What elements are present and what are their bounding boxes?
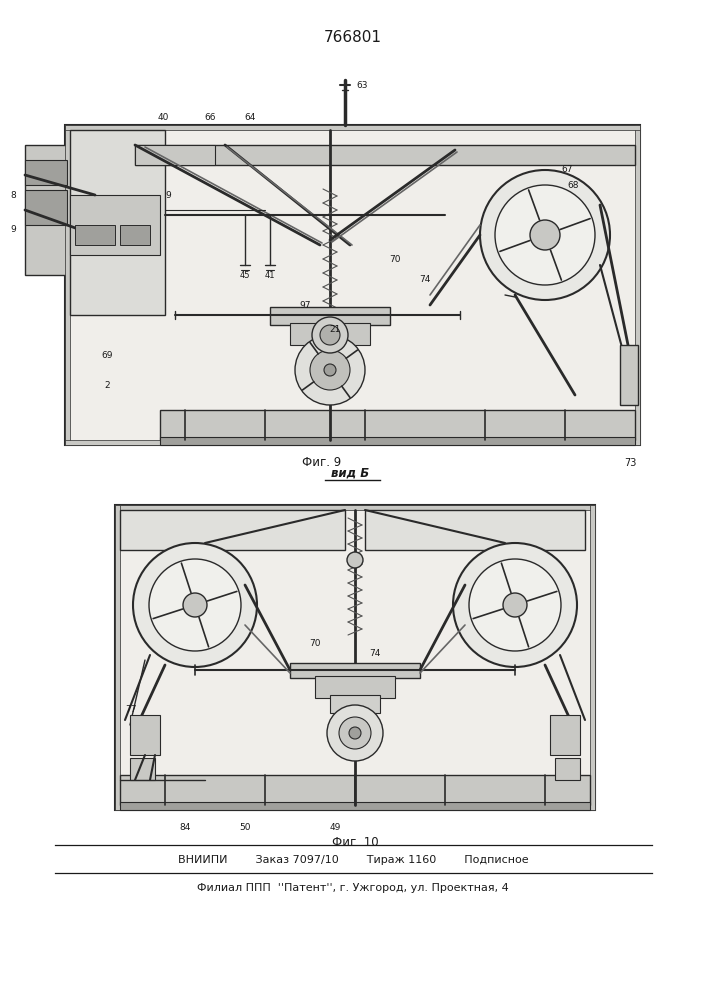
- Bar: [160, 410, 635, 440]
- Circle shape: [312, 317, 348, 353]
- Text: 67: 67: [561, 165, 573, 174]
- Circle shape: [320, 325, 340, 345]
- Bar: [25, 190, 67, 225]
- Bar: [620, 345, 638, 405]
- Text: 74: 74: [419, 275, 431, 284]
- Bar: [635, 125, 640, 445]
- Text: 77: 77: [125, 706, 136, 714]
- Text: вид Б: вид Б: [331, 466, 369, 480]
- Circle shape: [347, 552, 363, 568]
- Bar: [135, 145, 635, 165]
- Bar: [70, 195, 160, 255]
- Text: ВНИИПИ        Заказ 7097/10        Тираж 1160        Подписное: ВНИИПИ Заказ 7097/10 Тираж 1160 Подписно…: [177, 855, 528, 865]
- Bar: [120, 802, 590, 810]
- Text: 69: 69: [101, 351, 112, 360]
- Bar: [315, 676, 395, 698]
- Text: 63: 63: [356, 81, 368, 90]
- Text: Филиал ППП  ''Патент'', г. Ужгород, ул. Проектная, 4: Филиал ППП ''Патент'', г. Ужгород, ул. П…: [197, 883, 509, 893]
- Circle shape: [149, 559, 241, 651]
- Text: 74: 74: [369, 648, 380, 658]
- Bar: [65, 125, 70, 445]
- Text: 21: 21: [329, 326, 341, 334]
- Text: 64: 64: [245, 112, 256, 121]
- Text: 9: 9: [10, 226, 16, 234]
- Bar: [115, 805, 595, 810]
- Text: Фиг. 10: Фиг. 10: [332, 836, 378, 848]
- Bar: [365, 510, 585, 550]
- Bar: [70, 130, 165, 315]
- Text: 9: 9: [165, 190, 171, 200]
- Circle shape: [495, 185, 595, 285]
- Bar: [130, 715, 160, 755]
- Bar: [270, 307, 390, 325]
- Bar: [65, 125, 640, 130]
- Text: 70: 70: [309, 639, 321, 648]
- Bar: [120, 225, 150, 245]
- Text: 41: 41: [264, 270, 275, 279]
- Bar: [75, 225, 115, 245]
- Text: 766801: 766801: [324, 30, 382, 45]
- Bar: [135, 145, 215, 165]
- Bar: [290, 663, 420, 678]
- Text: 45: 45: [240, 270, 250, 279]
- Bar: [590, 505, 595, 810]
- Circle shape: [133, 543, 257, 667]
- Bar: [130, 758, 155, 780]
- Circle shape: [295, 335, 365, 405]
- Circle shape: [530, 220, 560, 250]
- Text: 68: 68: [567, 180, 579, 190]
- Text: Фиг. 9: Фиг. 9: [303, 456, 341, 470]
- Text: 8: 8: [10, 190, 16, 200]
- Text: 49: 49: [329, 824, 341, 832]
- Bar: [550, 715, 580, 755]
- Bar: [25, 160, 67, 185]
- Circle shape: [327, 705, 383, 761]
- Bar: [115, 505, 595, 510]
- Circle shape: [339, 717, 371, 749]
- Circle shape: [310, 350, 350, 390]
- Circle shape: [469, 559, 561, 651]
- Text: 70: 70: [390, 255, 401, 264]
- Text: 66: 66: [204, 112, 216, 121]
- Text: 97: 97: [299, 300, 311, 310]
- Bar: [65, 440, 640, 445]
- Bar: [330, 695, 380, 713]
- Circle shape: [324, 364, 336, 376]
- Text: 73: 73: [624, 458, 636, 468]
- Bar: [120, 775, 590, 805]
- Bar: [115, 505, 120, 810]
- Bar: [290, 323, 370, 345]
- Bar: [25, 145, 80, 275]
- Circle shape: [349, 727, 361, 739]
- Text: 84: 84: [180, 824, 191, 832]
- Bar: [120, 510, 345, 550]
- Circle shape: [480, 170, 610, 300]
- Bar: [115, 505, 595, 810]
- Bar: [160, 437, 635, 445]
- Circle shape: [183, 593, 207, 617]
- Circle shape: [503, 593, 527, 617]
- Text: 40: 40: [158, 112, 169, 121]
- Circle shape: [453, 543, 577, 667]
- Bar: [65, 125, 640, 445]
- Text: 50: 50: [239, 824, 251, 832]
- Text: 2: 2: [104, 380, 110, 389]
- Bar: [555, 758, 580, 780]
